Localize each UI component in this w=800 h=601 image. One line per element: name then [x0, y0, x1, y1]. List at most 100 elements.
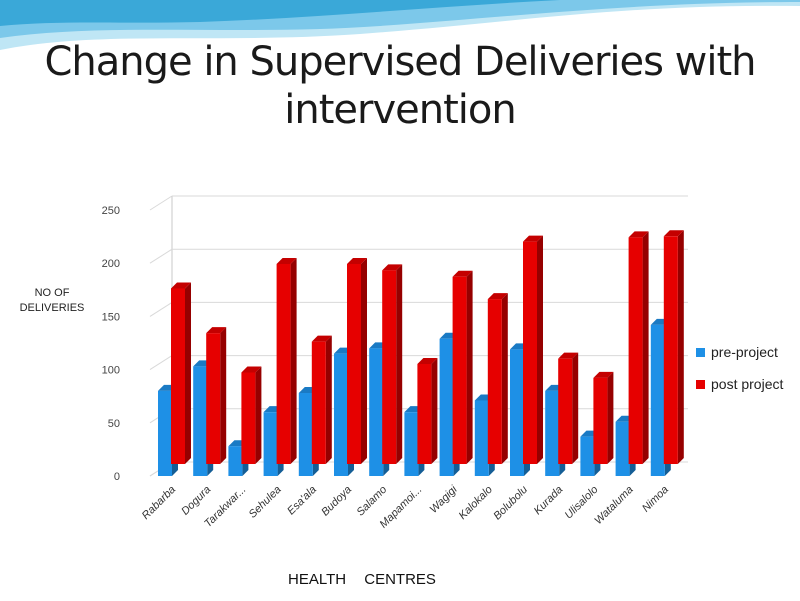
bar-side-post-project-kurada [572, 352, 579, 464]
chart-legend: pre-project post project [696, 342, 783, 406]
bar-post-project-rabarba [171, 282, 191, 464]
bar-top-post-project-budoya [347, 257, 367, 264]
bar-front-post-project-esa-ala [311, 341, 326, 464]
bar-post-project-mapamoi [417, 357, 438, 464]
bar-front-post-project-mapamoi [417, 363, 432, 464]
bar-post-project-bolubolu [523, 235, 543, 464]
bar-front-post-project-ulisalolo [593, 377, 608, 464]
bar-post-project-nimoa [663, 230, 684, 464]
bar-front-pre-project-salamo [369, 348, 384, 476]
bar-post-project-wagigi [452, 270, 473, 464]
legend-swatch-post-project [696, 379, 705, 389]
bar-top-post-project-bolubolu [523, 235, 543, 242]
x-tick-label-salamo: Salamo [354, 484, 389, 519]
bar-front-pre-project-kurada [545, 390, 560, 476]
bar-front-pre-project-mapamoi [404, 412, 419, 476]
bar-top-post-project-ulisalolo [593, 371, 614, 378]
bar-side-post-project-wataluma [642, 231, 649, 464]
bar-front-post-project-tarakwar [241, 372, 256, 464]
bar-top-post-project-tarakwar [241, 366, 262, 373]
bar-front-post-project-bolubolu [523, 241, 537, 464]
x-axis-label: HEALTH CENTRES [288, 571, 436, 588]
x-tick-label-dogura: Dogura [179, 484, 213, 518]
legend-label-post-project: post project [711, 376, 784, 392]
legend-item-pre-project: pre-project [696, 342, 783, 362]
bar-front-pre-project-sehulea [263, 412, 278, 476]
y-tick-label-50: 50 [108, 418, 120, 430]
y-axis-label: NO OF DELIVERIES [12, 286, 92, 316]
bar-side-post-project-salamo [396, 264, 403, 464]
y-tick-label-100: 100 [102, 365, 120, 377]
x-tick-label-wataluma: Wataluma [592, 484, 635, 527]
y-tick-label-150: 150 [102, 311, 120, 323]
bar-post-project-tarakwar [241, 366, 262, 464]
y-tick-label-200: 200 [102, 258, 120, 270]
slide-title-line-2: intervention [284, 87, 516, 133]
bar-front-post-project-wagigi [452, 276, 467, 464]
chart-bars [158, 230, 684, 476]
bar-post-project-salamo [382, 264, 403, 464]
bar-front-post-project-sehulea [276, 263, 291, 464]
x-tick-label-budoya: Budoya [319, 484, 354, 519]
bar-front-pre-project-wataluma [615, 421, 630, 476]
bar-side-post-project-kalokalo [501, 293, 508, 464]
x-tick-label-bolubolu: Bolubolu [491, 484, 530, 523]
bar-top-post-project-kurada [558, 352, 579, 359]
bar-front-post-project-nimoa [663, 236, 678, 464]
bar-top-post-project-mapamoi [417, 357, 438, 364]
x-tick-label-kurada: Kurada [532, 484, 566, 518]
bar-top-post-project-nimoa [663, 230, 684, 237]
bar-side-post-project-budoya [361, 257, 367, 464]
x-tick-label-sehulea: Sehulea [247, 484, 284, 521]
bar-side-post-project-mapamoi [431, 357, 438, 464]
gridline-slant-100 [149, 355, 173, 371]
bar-front-pre-project-ulisalolo [580, 436, 595, 476]
bar-top-post-project-rabarba [171, 282, 191, 289]
x-tick-label-rabarba: Rabarba [140, 484, 178, 522]
legend-item-post-project: post project [696, 374, 783, 394]
gridline-slant-200 [149, 248, 173, 264]
bar-front-post-project-wataluma [628, 237, 643, 464]
bar-post-project-sehulea [276, 257, 297, 464]
bar-post-project-kalokalo [487, 293, 508, 464]
slide-title-line-1: Change in Supervised Deliveries with [44, 39, 756, 85]
legend-label-pre-project: pre-project [711, 344, 778, 360]
y-axis-label-line-1: NO OF [34, 287, 70, 299]
bar-front-pre-project-nimoa [650, 324, 665, 476]
bar-front-post-project-rabarba [171, 288, 185, 464]
bar-front-post-project-dogura [206, 333, 221, 464]
y-axis-tick-labels: 0 50 100 150 200 250 [102, 205, 120, 483]
bar-side-post-project-wagigi [466, 270, 473, 464]
bar-side-post-project-esa-ala [325, 335, 332, 464]
bar-side-post-project-dogura [220, 327, 227, 464]
bar-post-project-kurada [558, 352, 579, 464]
bar-side-post-project-bolubolu [537, 235, 543, 464]
bar-top-post-project-sehulea [276, 257, 297, 264]
bar-post-project-esa-ala [311, 335, 332, 464]
bar-front-post-project-kurada [558, 358, 573, 464]
bar-front-pre-project-esa-ala [298, 393, 313, 476]
bar-front-post-project-salamo [382, 270, 397, 464]
bar-front-pre-project-dogura [193, 366, 208, 476]
y-tick-label-0: 0 [114, 471, 120, 483]
bar-front-post-project-kalokalo [487, 299, 502, 464]
bar-top-post-project-esa-ala [311, 335, 332, 342]
bar-top-post-project-salamo [382, 264, 403, 271]
bar-side-post-project-ulisalolo [607, 371, 614, 464]
bar-side-post-project-tarakwar [255, 366, 262, 464]
gridline-slant-150 [149, 301, 173, 317]
bar-post-project-dogura [206, 327, 227, 464]
bar-post-project-budoya [347, 257, 367, 464]
y-tick-label-250: 250 [102, 205, 120, 217]
bar-post-project-ulisalolo [593, 371, 614, 464]
bar-top-post-project-dogura [206, 327, 227, 334]
x-tick-label-wagigi: Wagigi [428, 483, 461, 516]
bar-front-pre-project-budoya [334, 353, 348, 476]
bar-front-pre-project-wagigi [439, 338, 454, 476]
bar-front-pre-project-kalokalo [474, 400, 489, 476]
bar-front-post-project-budoya [347, 263, 361, 464]
bar-front-pre-project-tarakwar [228, 446, 243, 476]
slide-title: Change in Supervised Deliveries with int… [0, 38, 800, 134]
bar-post-project-wataluma [628, 231, 649, 464]
